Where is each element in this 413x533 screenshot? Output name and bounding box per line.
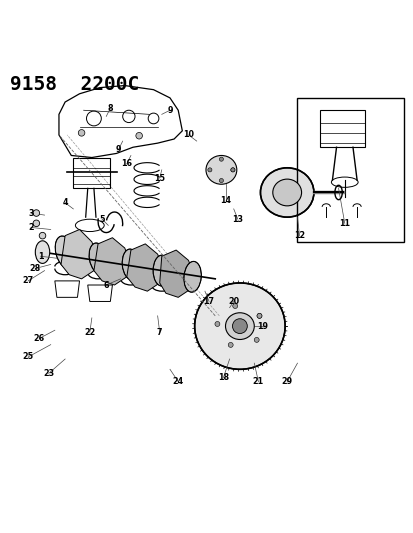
Text: 10: 10 [183, 131, 194, 140]
Circle shape [214, 321, 219, 326]
Text: 9158  2200C: 9158 2200C [9, 75, 138, 94]
Text: 9: 9 [167, 106, 172, 115]
Circle shape [256, 313, 261, 318]
Bar [297, 98, 404, 242]
Bar [73, 158, 110, 188]
Circle shape [230, 168, 235, 172]
Text: 28: 28 [29, 264, 40, 273]
Text: 21: 21 [252, 377, 263, 386]
Text: 17: 17 [203, 297, 214, 306]
Text: 22: 22 [84, 328, 95, 337]
Text: 26: 26 [33, 334, 45, 343]
Text: 5: 5 [99, 215, 104, 224]
Circle shape [207, 168, 211, 172]
Polygon shape [94, 238, 131, 285]
Text: 6: 6 [103, 280, 109, 289]
Polygon shape [159, 250, 194, 297]
Text: 2: 2 [28, 223, 34, 232]
Ellipse shape [183, 261, 201, 292]
Text: 27: 27 [22, 277, 33, 285]
Circle shape [232, 304, 237, 309]
Ellipse shape [225, 313, 254, 340]
Ellipse shape [206, 156, 236, 184]
Ellipse shape [122, 249, 139, 280]
Text: 16: 16 [121, 159, 132, 168]
Circle shape [39, 232, 46, 239]
Ellipse shape [272, 179, 301, 206]
Ellipse shape [35, 241, 50, 263]
Circle shape [219, 157, 223, 161]
Circle shape [228, 342, 233, 348]
Text: 13: 13 [232, 215, 243, 224]
Text: 8: 8 [107, 104, 113, 112]
Text: 29: 29 [281, 377, 292, 386]
Circle shape [254, 337, 259, 342]
Text: 7: 7 [157, 328, 162, 337]
Circle shape [230, 168, 235, 172]
Text: 12: 12 [293, 231, 304, 240]
Circle shape [78, 130, 85, 136]
Text: 19: 19 [256, 321, 267, 330]
Text: 3: 3 [28, 208, 34, 217]
Ellipse shape [153, 255, 170, 286]
Ellipse shape [89, 243, 107, 273]
Text: 14: 14 [219, 196, 230, 205]
Text: 24: 24 [172, 377, 183, 386]
Circle shape [33, 210, 40, 216]
Circle shape [135, 132, 142, 139]
Circle shape [219, 179, 223, 183]
Text: 11: 11 [338, 219, 349, 228]
Ellipse shape [260, 168, 313, 217]
Text: 9: 9 [116, 145, 121, 154]
Ellipse shape [55, 236, 75, 268]
Text: 15: 15 [154, 174, 165, 183]
Polygon shape [126, 244, 164, 291]
Circle shape [33, 220, 40, 227]
Bar [319, 110, 364, 147]
Circle shape [256, 313, 261, 318]
Text: 20: 20 [228, 297, 239, 306]
Ellipse shape [194, 283, 285, 369]
Text: 18: 18 [217, 373, 228, 382]
Text: 25: 25 [22, 352, 33, 361]
Circle shape [232, 319, 247, 334]
Polygon shape [61, 230, 98, 279]
Text: 4: 4 [62, 198, 68, 207]
Text: 23: 23 [43, 369, 54, 378]
Text: 1: 1 [38, 252, 43, 261]
